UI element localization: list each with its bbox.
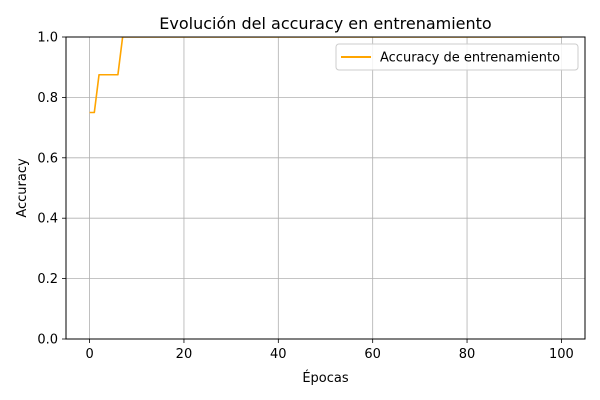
legend-label: Accuracy de entrenamiento (380, 51, 560, 66)
x-axis-ticks: 0 20 40 60 80 100 (85, 339, 574, 362)
y-tick-label: 0.8 (37, 91, 58, 106)
legend-box (335, 43, 579, 71)
y-tick-label: 1.0 (37, 31, 58, 46)
x-tick-label: 40 (270, 347, 287, 362)
y-tick-label: 0.6 (37, 151, 58, 166)
x-axis-title: Épocas (302, 370, 349, 386)
x-tick-label: 100 (549, 347, 574, 362)
chart-title: Evolución del accuracy en entrenamiento (159, 14, 491, 33)
x-tick-label: 0 (85, 347, 93, 362)
y-axis-ticks: 0.0 0.2 0.4 0.6 0.8 1.0 (37, 31, 66, 348)
y-tick-label: 0.0 (37, 333, 58, 348)
x-tick-label: 80 (459, 347, 476, 362)
grid-lines (66, 36, 585, 340)
x-tick-label: 60 (364, 347, 381, 362)
y-tick-label: 0.2 (37, 272, 58, 287)
legend: Accuracy de entrenamiento (335, 43, 579, 71)
y-axis-title: Accuracy (15, 158, 30, 218)
plot-frame (65, 36, 586, 340)
x-tick-label: 20 (176, 347, 193, 362)
y-tick-label: 0.4 (37, 212, 58, 227)
